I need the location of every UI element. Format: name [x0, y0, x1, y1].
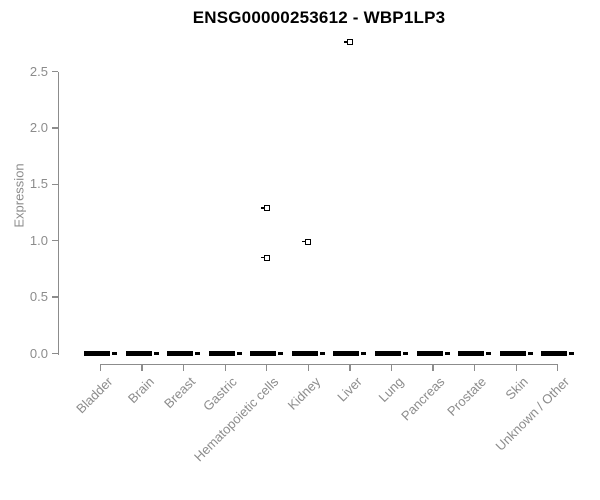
- outlier-point: [260, 254, 270, 261]
- x-tick: [349, 364, 351, 371]
- zero-box: [291, 351, 318, 356]
- y-tick: [52, 70, 58, 73]
- y-tick-label: 1.0: [29, 232, 48, 248]
- y-tick: [52, 127, 58, 129]
- y-tick-label: 1.5: [29, 176, 48, 192]
- x-tick: [307, 364, 310, 371]
- y-tick-label: 2.0: [29, 119, 48, 135]
- whisker-dash: [569, 352, 575, 355]
- zero-box: [250, 351, 277, 356]
- whisker-dash: [236, 352, 242, 355]
- whisker-dash: [319, 352, 325, 355]
- y-tick-label: 0.0: [29, 345, 48, 361]
- x-axis-line: [99, 364, 559, 366]
- y-tick-label: 2.5: [29, 63, 48, 79]
- whisker-dash: [527, 352, 533, 355]
- zero-box: [374, 351, 401, 356]
- x-tick: [99, 364, 102, 371]
- zero-box: [416, 351, 443, 356]
- y-tick: [52, 183, 58, 185]
- zero-box: [208, 351, 235, 356]
- outlier-point: [302, 238, 312, 245]
- y-axis-line: [58, 71, 60, 355]
- x-tick-label: Prostate: [444, 374, 490, 419]
- whisker-dash: [278, 352, 284, 355]
- zero-box: [458, 351, 485, 356]
- whisker-dash: [112, 352, 117, 355]
- x-tick: [141, 364, 143, 371]
- x-tick: [515, 364, 517, 371]
- x-tick-label: Breast: [161, 374, 199, 412]
- zero-box: [125, 351, 152, 356]
- zero-box: [84, 351, 110, 356]
- y-tick: [52, 240, 58, 242]
- whisker-dash: [153, 352, 159, 355]
- x-tick-label: Unknown / Other: [492, 374, 573, 454]
- whisker-dash: [486, 352, 492, 355]
- whisker-dash: [361, 352, 367, 355]
- y-tick: [52, 296, 58, 298]
- whisker-dash: [195, 352, 201, 355]
- x-tick: [473, 364, 476, 371]
- x-tick-label: Bladder: [72, 374, 116, 417]
- x-tick-label: Kidney: [284, 374, 323, 413]
- x-tick-label: Lung: [375, 374, 407, 406]
- zero-box: [167, 351, 194, 356]
- whisker-dash: [402, 352, 408, 355]
- x-tick: [224, 364, 226, 371]
- x-tick-label: Gastric: [200, 374, 240, 414]
- y-tick: [52, 352, 58, 355]
- zero-box: [541, 351, 568, 356]
- x-tick-label: Brain: [124, 374, 157, 407]
- outlier-point: [260, 204, 270, 211]
- zero-box: [333, 351, 360, 356]
- x-tick: [390, 364, 393, 371]
- x-tick-label: Pancreas: [398, 374, 448, 424]
- x-tick: [557, 364, 559, 371]
- x-tick: [266, 364, 268, 371]
- x-tick-label: Skin: [502, 374, 531, 403]
- outlier-point: [343, 39, 353, 46]
- x-tick: [182, 364, 185, 371]
- zero-box: [499, 351, 526, 356]
- y-axis-label: Expression: [11, 163, 27, 228]
- chart-title: ENSG00000253612 - WBP1LP3: [192, 8, 446, 27]
- whisker-dash: [444, 352, 450, 355]
- x-tick-label: Liver: [333, 374, 365, 405]
- y-tick-label: 0.5: [29, 289, 48, 305]
- x-tick: [432, 364, 434, 371]
